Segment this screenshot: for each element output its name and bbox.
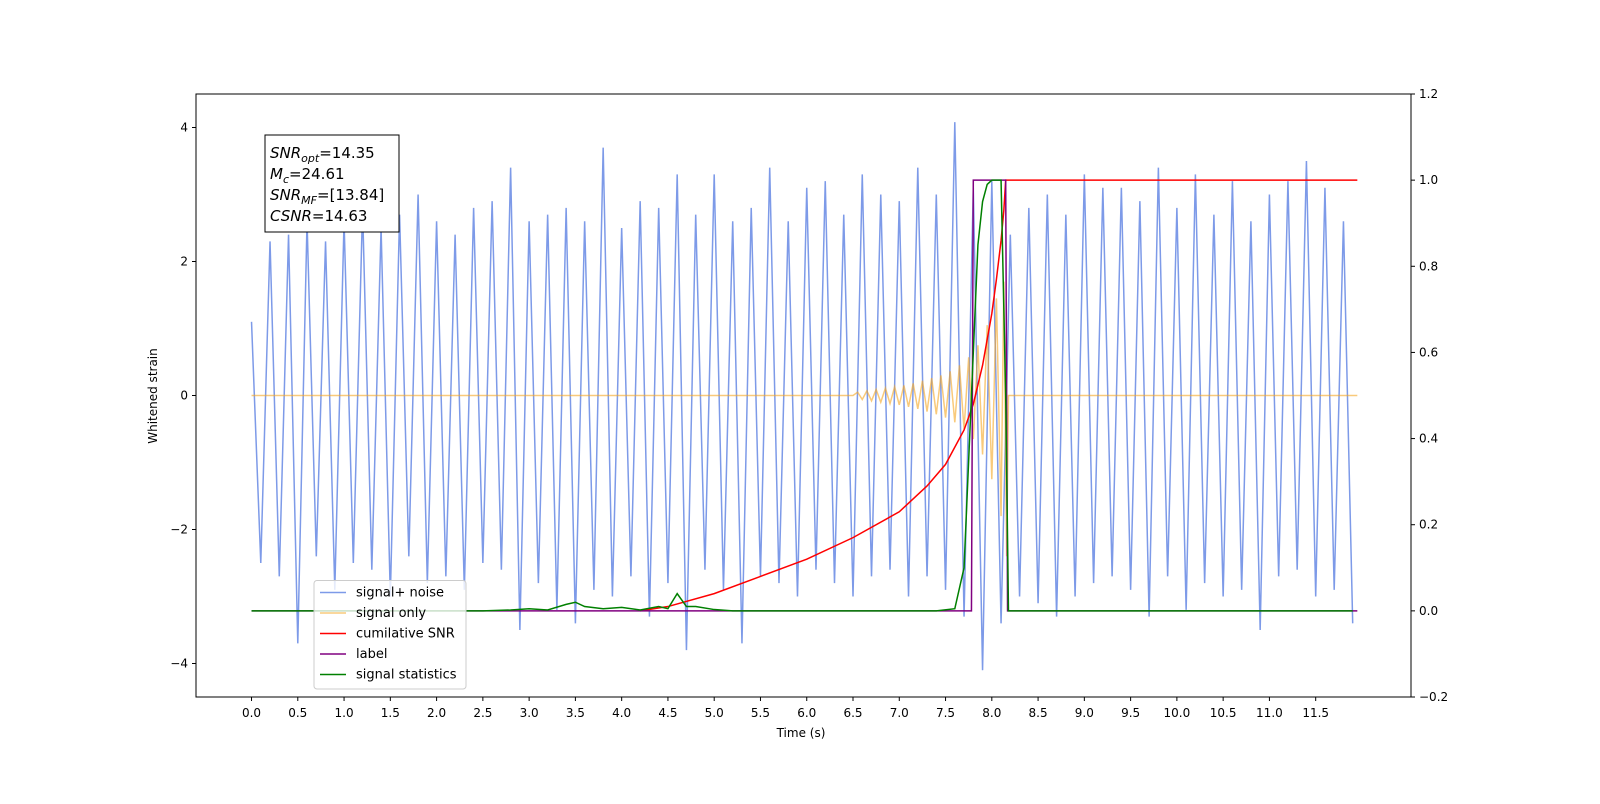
- x-tick-label: 8.0: [982, 706, 1001, 720]
- legend-label: cumilative SNR: [356, 627, 455, 642]
- y2-tick-label: −0.2: [1419, 690, 1448, 704]
- annotation-base: CSNR: [270, 207, 312, 225]
- y-axis-label: Whitened strain: [146, 348, 160, 444]
- x-tick-label: 6.0: [797, 706, 816, 720]
- x-tick-label: 11.5: [1302, 706, 1329, 720]
- annotation-base: M: [270, 165, 283, 183]
- x-tick-label: 2.0: [427, 706, 446, 720]
- x-tick-label: 1.0: [335, 706, 354, 720]
- annotation-text: =[13.84]: [317, 186, 384, 204]
- y2-tick-label: 1.2: [1419, 87, 1438, 101]
- legend-frame: [313, 580, 467, 690]
- legend: signal+ noise signal only cumilative SNR la…: [313, 580, 467, 690]
- y-tick-label: −4: [170, 657, 188, 671]
- x-tick-label: 2.5: [473, 706, 492, 720]
- legend-label: signal+ noise: [356, 586, 444, 601]
- series-line: [250, 122, 1354, 671]
- annotation-sub: MF: [301, 194, 317, 207]
- annotation: SNRMF=[13.84]: [270, 186, 384, 207]
- x-tick-label: 7.0: [890, 706, 909, 720]
- annotation: Mc=24.61: [270, 165, 345, 186]
- legend-label: signal statistics: [356, 668, 457, 683]
- annotation-base: SNR: [270, 144, 301, 162]
- annotation-text: =14.35: [319, 144, 375, 162]
- x-tick-label: 9.0: [1075, 706, 1094, 720]
- y2-tick-label: 0.2: [1419, 518, 1438, 532]
- series-line: [251, 281, 1358, 557]
- x-axis-label: Time (s): [776, 726, 826, 740]
- y2-tick-label: 0.8: [1419, 259, 1438, 273]
- y2-tick-label: 0.4: [1419, 432, 1438, 446]
- annotation-text: =14.63: [312, 207, 368, 225]
- y-tick-label: 4: [180, 121, 188, 135]
- x-tick-label: 5.0: [705, 706, 724, 720]
- x-tick-label: 6.5: [843, 706, 862, 720]
- x-tick-label: 4.5: [658, 706, 677, 720]
- x-tick-label: 3.5: [566, 706, 585, 720]
- x-tick-label: 7.5: [936, 706, 955, 720]
- x-tick-label: 0.0: [242, 706, 261, 720]
- annotation-base: SNR: [270, 186, 301, 204]
- y-tick-label: 2: [180, 255, 188, 269]
- annotation-box: SNRopt=14.35Mc=24.61SNRMF=[13.84]CSNR=14…: [264, 134, 400, 233]
- series-line: [251, 179, 1353, 612]
- x-tick-label: 10.0: [1164, 706, 1191, 720]
- x-tick-label: 10.5: [1210, 706, 1237, 720]
- x-tick-label: 5.5: [751, 706, 770, 720]
- y2-tick-label: 0.0: [1419, 604, 1438, 618]
- y-tick-label: 0: [180, 389, 188, 403]
- x-tick-label: 3.0: [520, 706, 539, 720]
- legend-label: label: [356, 647, 387, 662]
- y2-tick-label: 1.0: [1419, 173, 1438, 187]
- x-tick-label: 4.0: [612, 706, 631, 720]
- y2-tick-label: 0.6: [1419, 345, 1438, 359]
- x-tick-label: 1.5: [381, 706, 400, 720]
- x-tick-label: 8.5: [1029, 706, 1048, 720]
- legend-label: signal only: [356, 606, 426, 621]
- annotation: SNRopt=14.35: [270, 144, 375, 165]
- annotation-sub: opt: [301, 152, 320, 165]
- x-tick-label: 9.5: [1121, 706, 1140, 720]
- x-tick-label: 0.5: [288, 706, 307, 720]
- annotation-text: =24.61: [289, 165, 345, 183]
- annotation-sub: c: [283, 173, 289, 186]
- annotation-frame: [264, 134, 400, 233]
- y-tick-label: −2: [170, 523, 188, 537]
- annotation: CSNR=14.63: [270, 207, 367, 225]
- x-tick-label: 11.0: [1256, 706, 1283, 720]
